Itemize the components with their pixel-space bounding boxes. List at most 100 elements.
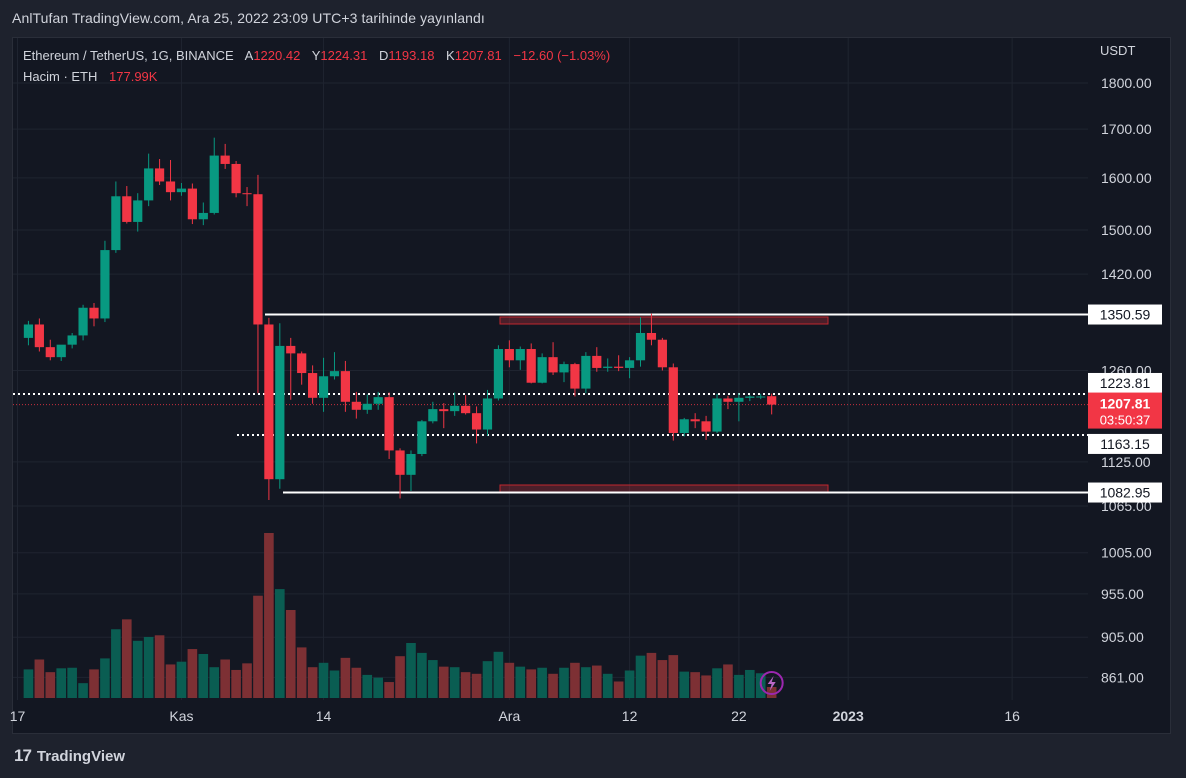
candle-body <box>537 357 547 383</box>
candle-body <box>712 398 722 432</box>
candle-body <box>657 339 667 368</box>
volume-bar <box>176 661 187 698</box>
volume-bar <box>668 655 679 698</box>
volume-bar <box>78 683 88 698</box>
legend-high-label: Y <box>311 48 321 63</box>
volume-bar <box>745 669 755 698</box>
y-tick-label: 955.00 <box>1101 586 1144 602</box>
volume-bar <box>329 670 340 698</box>
candle-body <box>231 163 241 194</box>
candle-body <box>482 398 493 430</box>
volume-bar <box>690 672 700 698</box>
volume-bar <box>449 667 460 698</box>
candle-body <box>154 168 165 182</box>
candle-body <box>275 345 285 480</box>
legend-open-value: 1220.42 <box>253 48 301 63</box>
volume-bar <box>712 668 722 698</box>
legend-volume-label[interactable]: Hacim · ETH <box>23 69 98 84</box>
volume-bar <box>100 658 110 698</box>
y-tick-label: 905.00 <box>1101 629 1144 645</box>
legend-ohlc-row: Ethereum / TetherUS, 1G, BINANCE A1220.4… <box>23 45 610 66</box>
candle-body <box>318 376 329 398</box>
level-label-mid-upper: 1223.81 <box>1100 375 1151 391</box>
candle-body <box>56 344 66 358</box>
axis-currency-label: USDT <box>1100 43 1135 58</box>
volume-bar <box>613 681 624 698</box>
candle-body <box>756 396 766 398</box>
candle-body <box>461 405 471 414</box>
volume-bar <box>624 670 635 698</box>
candle-body <box>592 355 602 368</box>
legend-low-label: D <box>379 48 389 63</box>
candle-body <box>493 349 504 399</box>
candle-body <box>340 371 350 402</box>
candle-body <box>329 371 340 377</box>
y-tick-label: 861.00 <box>1101 669 1144 685</box>
legend-change: −12.60 (−1.03%) <box>513 48 611 63</box>
chart-frame[interactable] <box>12 37 1171 734</box>
y-tick-label: 1500.00 <box>1101 222 1152 238</box>
volume-bar <box>766 687 777 698</box>
volume-bar <box>296 647 307 698</box>
candle-body <box>45 347 55 358</box>
candle-body <box>734 397 744 402</box>
volume-bar <box>165 664 176 698</box>
volume-bar <box>209 667 220 698</box>
legend-volume-value: 177.99K <box>109 69 158 84</box>
y-tick-label: 1005.00 <box>1101 545 1152 561</box>
volume-bar <box>438 666 449 698</box>
volume-bar <box>220 659 230 698</box>
y-tick-label: 1125.00 <box>1101 454 1151 470</box>
candle-body <box>176 188 187 193</box>
y-tick-label: 1700.00 <box>1101 121 1152 137</box>
candle-body <box>111 196 121 251</box>
x-tick-label: Ara <box>498 708 520 724</box>
x-tick-label: 2023 <box>833 708 864 724</box>
volume-bar <box>428 660 438 698</box>
volume-bar <box>253 595 263 698</box>
candle-body <box>635 332 646 361</box>
candle-body <box>395 450 405 475</box>
volume-bar <box>198 654 209 698</box>
volume-bar <box>264 533 274 698</box>
volume-bar <box>537 667 547 698</box>
candle-body <box>220 155 230 164</box>
support-zone <box>499 484 829 493</box>
candle-body <box>603 366 613 368</box>
volume-bar <box>635 655 646 698</box>
volume-bar <box>406 643 416 698</box>
level-label-mid-lower-box <box>1088 433 1162 454</box>
candle-body <box>646 332 657 340</box>
candle-body <box>679 419 689 433</box>
candle-body <box>122 196 132 222</box>
candle-body <box>581 355 591 389</box>
legend-low-value: 1193.18 <box>388 48 435 63</box>
current-price-box <box>1088 392 1162 429</box>
candle-body <box>570 364 580 389</box>
candle-body <box>548 357 558 373</box>
volume-bar <box>602 673 613 698</box>
candle-body <box>297 353 307 374</box>
volume-bar <box>548 673 558 698</box>
candle-body <box>373 397 383 404</box>
legend-symbol[interactable]: Ethereum / TetherUS, 1G, BINANCE <box>23 48 234 63</box>
candle-body <box>450 405 460 412</box>
volume-bar <box>646 652 657 698</box>
candle-body <box>100 250 110 319</box>
candle-body <box>745 396 755 398</box>
volume-bar <box>307 667 318 698</box>
volume-bar <box>231 669 241 698</box>
chart-legend: Ethereum / TetherUS, 1G, BINANCE A1220.4… <box>23 45 610 87</box>
legend-close-label: K <box>446 48 455 63</box>
volume-bar <box>559 667 569 698</box>
candle-body <box>89 307 99 319</box>
volume-bar <box>187 649 198 698</box>
lightning-icon[interactable] <box>759 671 784 695</box>
volume-bar <box>460 672 471 698</box>
footer-brand[interactable]: 17 TradingView <box>14 746 125 766</box>
volume-bar <box>132 640 143 698</box>
candle-body <box>286 345 296 354</box>
volume-bar <box>734 674 744 698</box>
volume-bar <box>111 629 121 698</box>
